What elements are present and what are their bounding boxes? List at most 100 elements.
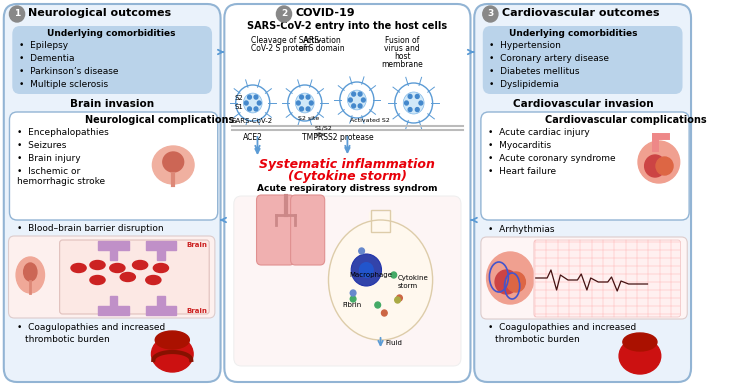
Circle shape xyxy=(358,104,362,108)
Ellipse shape xyxy=(156,331,189,349)
Circle shape xyxy=(395,297,401,303)
Circle shape xyxy=(408,108,412,112)
Circle shape xyxy=(350,290,356,296)
Ellipse shape xyxy=(495,270,517,294)
FancyBboxPatch shape xyxy=(234,196,461,366)
Circle shape xyxy=(361,98,366,102)
Text: Fibrin: Fibrin xyxy=(343,302,362,308)
Circle shape xyxy=(408,95,412,98)
Text: Cardiovascular complications: Cardiovascular complications xyxy=(545,115,707,125)
Bar xyxy=(157,296,164,306)
Text: •  Ischemic or
hemorrhagic stroke: • Ischemic or hemorrhagic stroke xyxy=(17,167,105,186)
Text: TMPRSS2 protease: TMPRSS2 protease xyxy=(302,133,374,142)
Text: ACE2: ACE2 xyxy=(243,133,264,142)
Text: •  Seizures: • Seizures xyxy=(17,141,66,150)
Text: •  Dyslipidemia: • Dyslipidemia xyxy=(490,80,559,89)
Text: thrombotic burden: thrombotic burden xyxy=(25,335,109,344)
Text: storm: storm xyxy=(398,283,418,289)
Text: Macrophage: Macrophage xyxy=(349,272,393,278)
FancyBboxPatch shape xyxy=(59,240,209,314)
Bar xyxy=(98,241,128,250)
Ellipse shape xyxy=(110,264,125,273)
Text: •  Coronary artery disease: • Coronary artery disease xyxy=(490,54,609,63)
Circle shape xyxy=(382,310,387,316)
Circle shape xyxy=(244,101,248,105)
Ellipse shape xyxy=(619,338,661,374)
Circle shape xyxy=(247,107,252,111)
Circle shape xyxy=(359,248,365,254)
FancyBboxPatch shape xyxy=(4,4,220,382)
FancyBboxPatch shape xyxy=(257,195,294,265)
Circle shape xyxy=(359,262,374,278)
Text: 2: 2 xyxy=(281,10,287,19)
Text: •  Heart failure: • Heart failure xyxy=(487,167,556,176)
Text: Underlying comorbidities: Underlying comorbidities xyxy=(48,29,176,38)
Text: Fluid: Fluid xyxy=(385,340,402,346)
Ellipse shape xyxy=(16,257,45,293)
Text: Cardiovascular outcomes: Cardiovascular outcomes xyxy=(502,8,659,18)
Circle shape xyxy=(352,92,355,96)
Bar xyxy=(110,296,117,306)
FancyBboxPatch shape xyxy=(481,112,689,220)
Text: Activation: Activation xyxy=(302,36,341,45)
Text: host: host xyxy=(394,52,410,61)
Text: 3: 3 xyxy=(487,10,493,19)
Text: S2: S2 xyxy=(235,95,243,101)
Circle shape xyxy=(306,95,310,99)
FancyBboxPatch shape xyxy=(481,237,687,319)
Text: •  Arrhythmias: • Arrhythmias xyxy=(487,225,554,234)
Circle shape xyxy=(352,104,355,108)
Ellipse shape xyxy=(644,155,666,177)
Text: Underlying comorbidities: Underlying comorbidities xyxy=(509,29,638,38)
Circle shape xyxy=(254,107,258,111)
Text: Neurological complications: Neurological complications xyxy=(85,115,234,125)
Text: •  Acute cardiac injury: • Acute cardiac injury xyxy=(487,128,589,137)
Text: Brain: Brain xyxy=(186,242,208,248)
Text: Neurological outcomes: Neurological outcomes xyxy=(29,8,172,18)
Text: Brain: Brain xyxy=(186,308,208,314)
Text: S1: S1 xyxy=(234,104,243,110)
Circle shape xyxy=(10,6,25,22)
Ellipse shape xyxy=(71,264,86,273)
Text: SARS-CoV-2 entry into the host cells: SARS-CoV-2 entry into the host cells xyxy=(247,21,448,31)
FancyBboxPatch shape xyxy=(10,112,218,220)
Circle shape xyxy=(483,6,498,22)
Circle shape xyxy=(396,295,402,301)
Ellipse shape xyxy=(133,261,148,269)
Circle shape xyxy=(358,92,362,96)
Text: •  Epilepsy: • Epilepsy xyxy=(19,41,68,50)
Circle shape xyxy=(419,101,423,105)
Ellipse shape xyxy=(163,152,184,172)
Text: Cytokine: Cytokine xyxy=(398,275,429,281)
Text: Fusion of: Fusion of xyxy=(385,36,420,45)
Circle shape xyxy=(299,95,303,99)
Text: Brain invasion: Brain invasion xyxy=(70,99,153,109)
Ellipse shape xyxy=(146,276,161,284)
Text: Cleavage of SARS-: Cleavage of SARS- xyxy=(251,36,321,45)
FancyBboxPatch shape xyxy=(483,26,683,94)
Text: Cardiovascular invasion: Cardiovascular invasion xyxy=(513,99,653,109)
Circle shape xyxy=(415,95,419,98)
Bar xyxy=(157,250,164,260)
Ellipse shape xyxy=(120,273,135,281)
Ellipse shape xyxy=(506,272,526,292)
Text: COVID-19: COVID-19 xyxy=(295,8,355,18)
Text: •  Diabetes mellitus: • Diabetes mellitus xyxy=(490,67,580,76)
Text: •  Coagulopathies and increased: • Coagulopathies and increased xyxy=(487,323,636,332)
Circle shape xyxy=(349,98,352,102)
Ellipse shape xyxy=(153,264,169,273)
Bar xyxy=(369,212,392,232)
Text: 1: 1 xyxy=(14,10,20,19)
Text: •  Parkinson’s disease: • Parkinson’s disease xyxy=(19,67,118,76)
FancyBboxPatch shape xyxy=(12,26,212,94)
Ellipse shape xyxy=(90,276,105,284)
Text: S1/S2: S1/S2 xyxy=(314,125,332,130)
Text: •  Acute coronary syndrome: • Acute coronary syndrome xyxy=(487,154,615,163)
Bar xyxy=(146,241,176,250)
Circle shape xyxy=(350,296,356,302)
Circle shape xyxy=(403,92,424,114)
Text: CoV-2 S protein: CoV-2 S protein xyxy=(251,44,310,53)
Circle shape xyxy=(347,90,366,110)
Text: (Cytokine storm): (Cytokine storm) xyxy=(288,170,407,183)
Circle shape xyxy=(244,93,262,113)
